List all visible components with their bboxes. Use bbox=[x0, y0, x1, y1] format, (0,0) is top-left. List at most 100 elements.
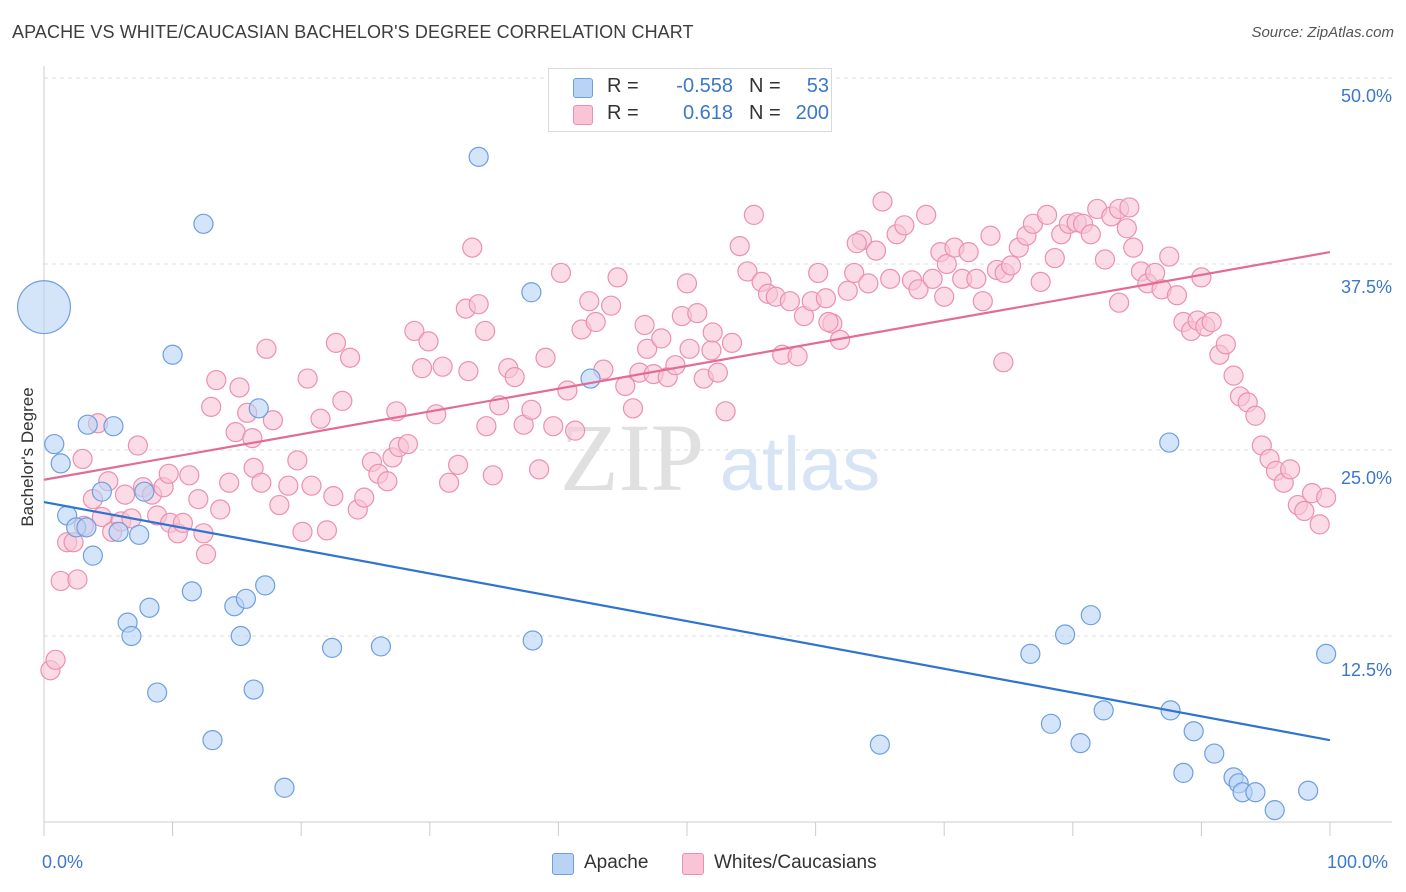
watermark: ZIP atlas bbox=[560, 404, 880, 511]
point-apache-13 bbox=[129, 524, 150, 545]
point-white-71 bbox=[521, 399, 542, 420]
point-white-66 bbox=[482, 465, 503, 486]
point-white-111 bbox=[808, 262, 829, 284]
point-white-74 bbox=[543, 416, 564, 437]
point-white-57 bbox=[418, 331, 439, 352]
point-white-120 bbox=[872, 191, 893, 212]
point-white-161 bbox=[1166, 285, 1188, 306]
point-white-166 bbox=[1201, 311, 1222, 333]
point-white-65 bbox=[476, 416, 497, 437]
point-white-37 bbox=[269, 494, 290, 516]
point-white-23 bbox=[179, 465, 200, 486]
legend-n-value-white: 200 bbox=[795, 102, 829, 124]
point-apache-0 bbox=[17, 280, 71, 335]
legend-n-label: N = bbox=[749, 102, 781, 124]
point-white-151 bbox=[1094, 249, 1116, 270]
point-white-41 bbox=[301, 475, 322, 496]
point-white-34 bbox=[251, 472, 272, 493]
point-white-115 bbox=[837, 280, 858, 301]
point-white-200 bbox=[323, 486, 344, 507]
bottom-legend-swatch-white bbox=[682, 853, 704, 875]
trend-lines bbox=[43, 251, 1331, 742]
point-white-60 bbox=[438, 472, 460, 493]
point-apache-41 bbox=[1159, 432, 1180, 453]
point-white-61 bbox=[447, 454, 469, 475]
point-apache-5 bbox=[76, 517, 97, 538]
point-apache-17 bbox=[162, 344, 183, 365]
point-apache-37 bbox=[1054, 624, 1076, 645]
point-apache-15 bbox=[139, 597, 160, 618]
point-white-59 bbox=[432, 356, 453, 377]
point-white-38 bbox=[278, 475, 299, 496]
point-white-181 bbox=[1309, 514, 1330, 535]
point-white-85 bbox=[622, 398, 644, 419]
point-white-118 bbox=[858, 273, 879, 294]
legend-r-label: R = bbox=[607, 75, 639, 97]
point-apache-25 bbox=[248, 398, 269, 419]
point-white-123 bbox=[894, 215, 915, 236]
point-white-58 bbox=[426, 404, 447, 425]
point-white-132 bbox=[958, 241, 979, 263]
y-tick-label-50: 50.0% bbox=[1340, 86, 1392, 106]
point-white-138 bbox=[1000, 255, 1022, 276]
point-white-108 bbox=[787, 346, 808, 367]
point-white-24 bbox=[188, 489, 209, 510]
point-apache-19 bbox=[193, 213, 214, 234]
point-apache-35 bbox=[1020, 643, 1041, 664]
point-white-42 bbox=[310, 408, 331, 429]
point-white-183 bbox=[72, 448, 93, 470]
point-white-80 bbox=[585, 311, 606, 333]
point-white-201 bbox=[458, 361, 479, 382]
point-apache-26 bbox=[255, 575, 276, 596]
point-white-99 bbox=[721, 332, 743, 353]
bottom-legend-swatch-apache bbox=[552, 853, 574, 875]
point-white-112 bbox=[815, 288, 836, 309]
legend-swatch-apache bbox=[573, 78, 593, 98]
point-white-155 bbox=[1123, 237, 1144, 258]
point-white-44 bbox=[325, 332, 347, 353]
point-apache-50 bbox=[1264, 799, 1285, 821]
point-white-187 bbox=[1108, 292, 1130, 313]
point-white-107 bbox=[779, 291, 800, 312]
point-white-133 bbox=[966, 268, 987, 289]
point-apache-39 bbox=[1080, 605, 1101, 626]
point-white-135 bbox=[980, 225, 1001, 246]
point-apache-9 bbox=[103, 416, 124, 437]
legend-n-label: N = bbox=[749, 75, 781, 97]
point-white-28 bbox=[210, 499, 231, 520]
trend-line-white bbox=[43, 251, 1331, 481]
watermark-zip: ZIP bbox=[560, 404, 704, 511]
y-axis-title: Bachelor's Degree bbox=[18, 387, 37, 527]
point-white-93 bbox=[679, 338, 700, 359]
point-white-73 bbox=[535, 347, 556, 368]
bottom-legend-label-white: Whites/Caucasians bbox=[714, 852, 877, 873]
point-white-48 bbox=[354, 487, 375, 508]
point-white-192 bbox=[1119, 197, 1140, 218]
correlation-legend: R = -0.558 N = 53 R = 0.618 N = 200 bbox=[548, 68, 832, 132]
point-white-39 bbox=[287, 450, 308, 471]
point-white-96 bbox=[701, 340, 722, 361]
legend-n-value-apache: 53 bbox=[806, 75, 829, 97]
y-tick-label-12-5: 12.5% bbox=[1340, 660, 1392, 680]
series-whites-points bbox=[40, 191, 1337, 681]
point-white-43 bbox=[316, 520, 338, 541]
point-white-102 bbox=[743, 204, 764, 225]
point-white-186 bbox=[993, 352, 1014, 373]
point-white-129 bbox=[936, 253, 957, 275]
point-white-36 bbox=[262, 410, 284, 431]
point-white-189 bbox=[702, 322, 723, 343]
point-apache-28 bbox=[321, 637, 343, 659]
point-white-121 bbox=[880, 268, 901, 289]
point-white-97 bbox=[707, 362, 728, 383]
point-white-188 bbox=[474, 320, 496, 342]
point-white-89 bbox=[651, 328, 672, 349]
point-white-196 bbox=[158, 463, 179, 484]
point-apache-40 bbox=[1093, 700, 1114, 721]
point-apache-38 bbox=[1070, 733, 1091, 754]
legend-r-value-white: 0.618 bbox=[682, 102, 733, 124]
point-white-2 bbox=[50, 570, 71, 592]
point-white-101 bbox=[737, 261, 758, 282]
point-apache-14 bbox=[134, 481, 155, 502]
point-apache-45 bbox=[1204, 743, 1225, 764]
point-white-194 bbox=[634, 314, 655, 336]
